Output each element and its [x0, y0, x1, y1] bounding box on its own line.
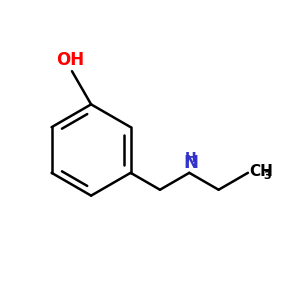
Text: 3: 3	[263, 171, 271, 181]
Text: N: N	[183, 154, 198, 172]
Text: H: H	[185, 152, 197, 166]
Text: CH: CH	[249, 164, 273, 179]
Text: OH: OH	[56, 51, 85, 69]
